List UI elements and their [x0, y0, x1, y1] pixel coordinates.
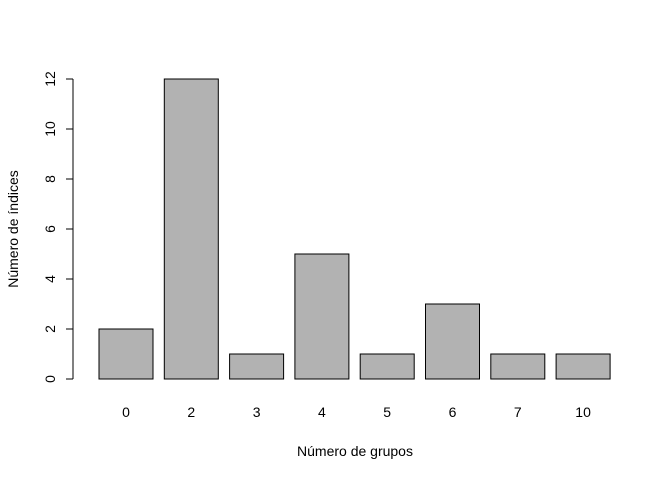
- x-axis-label: Número de grupos: [297, 443, 413, 459]
- x-tick-label: 0: [122, 404, 130, 420]
- x-tick-label: 6: [449, 404, 457, 420]
- bar-4: [294, 253, 350, 380]
- x-tick-label: 4: [318, 404, 326, 420]
- x-tick-label: 10: [575, 404, 591, 420]
- y-axis-label: Número de índices: [5, 170, 21, 288]
- bar-10: [555, 353, 611, 380]
- y-axis: 0 2 4 6 8 10 12: [42, 71, 74, 383]
- y-tick-label: 10: [42, 121, 58, 137]
- x-tick-label: 2: [187, 404, 195, 420]
- bar-6: [425, 303, 480, 380]
- y-tick-label: 8: [42, 175, 58, 183]
- bar-0: [98, 328, 154, 380]
- bar-7: [490, 353, 546, 380]
- x-tick-label: 3: [253, 404, 261, 420]
- bar-2: [163, 78, 219, 380]
- x-tick-label: 5: [383, 404, 391, 420]
- x-tick-labels: 0 2 3 4 5 6 7 10: [122, 404, 591, 420]
- y-tick-label: 6: [42, 225, 58, 233]
- bars: [98, 78, 611, 380]
- y-tick-label: 0: [42, 375, 58, 383]
- x-tick-label: 7: [514, 404, 522, 420]
- y-tick-label: 12: [42, 71, 58, 87]
- y-tick-label: 2: [42, 325, 58, 333]
- y-tick-label: 4: [42, 275, 58, 283]
- bar-3: [229, 353, 285, 380]
- bar-5: [359, 353, 415, 380]
